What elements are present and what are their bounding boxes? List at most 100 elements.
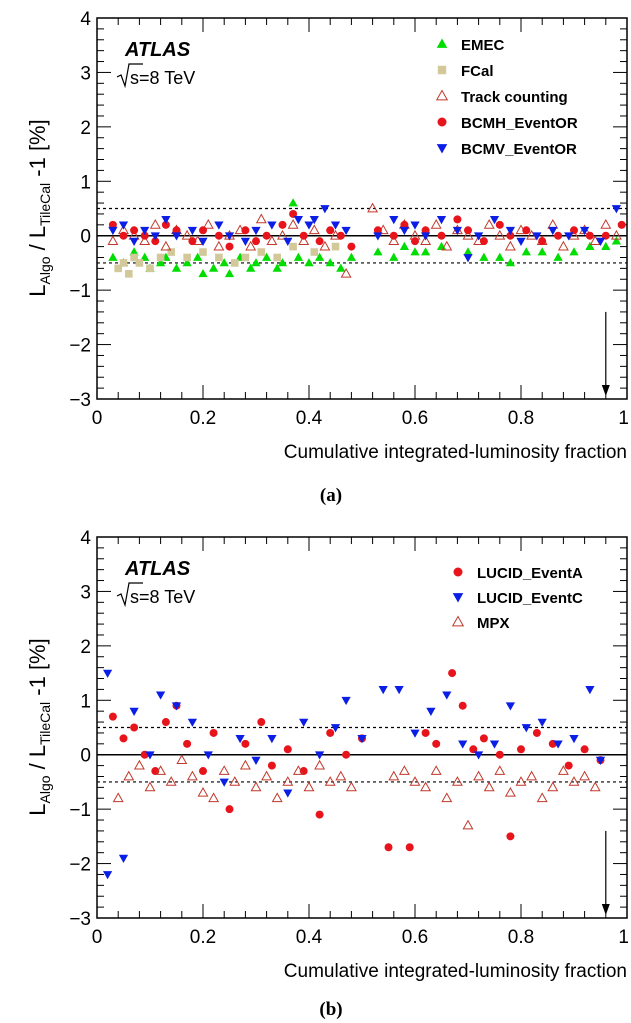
- data-point: [261, 252, 272, 261]
- data-point: [107, 235, 119, 246]
- data-point: [299, 231, 308, 240]
- legend-label: Track counting: [461, 89, 568, 106]
- energy-label: s=8 TeV: [116, 582, 195, 608]
- data-point: [161, 220, 170, 229]
- data-point: [140, 226, 150, 236]
- data-point: [119, 231, 128, 240]
- data-point: [314, 751, 325, 760]
- data-point: [155, 765, 167, 775]
- data-point: [213, 240, 225, 251]
- data-point: [155, 258, 166, 267]
- data-point: [462, 819, 474, 830]
- data-point: [420, 235, 432, 246]
- data-point: [537, 247, 547, 256]
- data-point: [197, 786, 209, 797]
- data-point: [208, 263, 219, 272]
- data-point: [102, 669, 113, 678]
- data-point: [199, 248, 207, 256]
- data-point: [522, 226, 531, 235]
- x-tick-label: 0: [92, 927, 103, 948]
- data-point: [283, 237, 293, 246]
- data-point: [564, 232, 574, 241]
- data-point: [199, 767, 207, 776]
- x-tick-label: 0.8: [508, 927, 534, 948]
- data-point: [139, 235, 151, 246]
- data-point: [129, 247, 139, 256]
- data-point: [133, 759, 145, 770]
- data-point: [384, 843, 393, 852]
- data-point: [420, 247, 431, 256]
- data-point: [595, 756, 606, 765]
- data-point: [255, 213, 267, 224]
- data-point: [299, 718, 309, 727]
- x-tick-label: 1: [618, 408, 629, 429]
- data-point: [495, 220, 504, 229]
- data-point: [241, 226, 250, 235]
- y-tick-label: 4: [80, 528, 91, 549]
- data-point: [149, 218, 161, 229]
- y-tick-label: −2: [69, 336, 91, 357]
- data-point: [319, 240, 331, 251]
- arrow-head: [601, 385, 610, 396]
- legend-marker: [453, 567, 463, 577]
- data-point: [426, 707, 436, 717]
- data-point: [420, 232, 431, 241]
- data-point: [129, 237, 139, 246]
- data-point: [118, 854, 129, 863]
- data-point: [160, 240, 172, 251]
- data-point: [229, 776, 241, 786]
- data-point: [506, 832, 515, 841]
- data-point: [161, 718, 170, 727]
- data-point: [342, 750, 351, 759]
- data-point: [462, 229, 474, 240]
- data-point: [130, 723, 139, 732]
- y-tick-label: 1: [80, 172, 91, 193]
- x-tick-label: 0.6: [402, 927, 428, 948]
- sqrt-symbol: [116, 582, 143, 608]
- data-point: [308, 224, 320, 235]
- data-point: [458, 701, 467, 710]
- y-tick-label: 3: [80, 63, 91, 84]
- data-point: [144, 781, 156, 792]
- data-point: [102, 871, 113, 880]
- data-point: [464, 226, 472, 235]
- data-point: [494, 765, 506, 775]
- data-point: [293, 252, 304, 261]
- data-point: [473, 232, 484, 241]
- data-point: [340, 267, 352, 278]
- data-point: [532, 232, 542, 241]
- data-point: [171, 232, 182, 241]
- data-point: [330, 221, 341, 230]
- data-point: [336, 263, 346, 272]
- data-point: [441, 792, 453, 803]
- data-point: [601, 231, 610, 240]
- data-point: [261, 770, 273, 781]
- data-point: [469, 745, 478, 754]
- data-point: [495, 750, 504, 759]
- data-point: [421, 728, 430, 737]
- data-point: [373, 247, 383, 256]
- x-axis-label: Cumulative integrated-luminosity fractio…: [284, 961, 627, 982]
- legend-label: BCMH_EventOR: [461, 115, 578, 132]
- data-point: [288, 198, 298, 207]
- y-tick-label: −1: [69, 800, 91, 821]
- data-point: [453, 215, 462, 224]
- data-point: [479, 734, 488, 743]
- data-point: [262, 231, 271, 240]
- data-point: [345, 781, 357, 792]
- data-point: [251, 226, 261, 236]
- data-point: [183, 739, 192, 748]
- data-point: [399, 241, 410, 250]
- data-point: [267, 735, 277, 744]
- data-point: [410, 729, 420, 738]
- data-point: [479, 237, 488, 246]
- data-point: [293, 216, 304, 225]
- data-point: [272, 263, 282, 272]
- data-point: [458, 740, 468, 749]
- data-point: [452, 226, 463, 236]
- data-point: [463, 247, 473, 256]
- data-point: [320, 205, 330, 214]
- data-point: [532, 728, 541, 737]
- y-tick-label: 0: [80, 227, 91, 248]
- data-point: [188, 237, 197, 246]
